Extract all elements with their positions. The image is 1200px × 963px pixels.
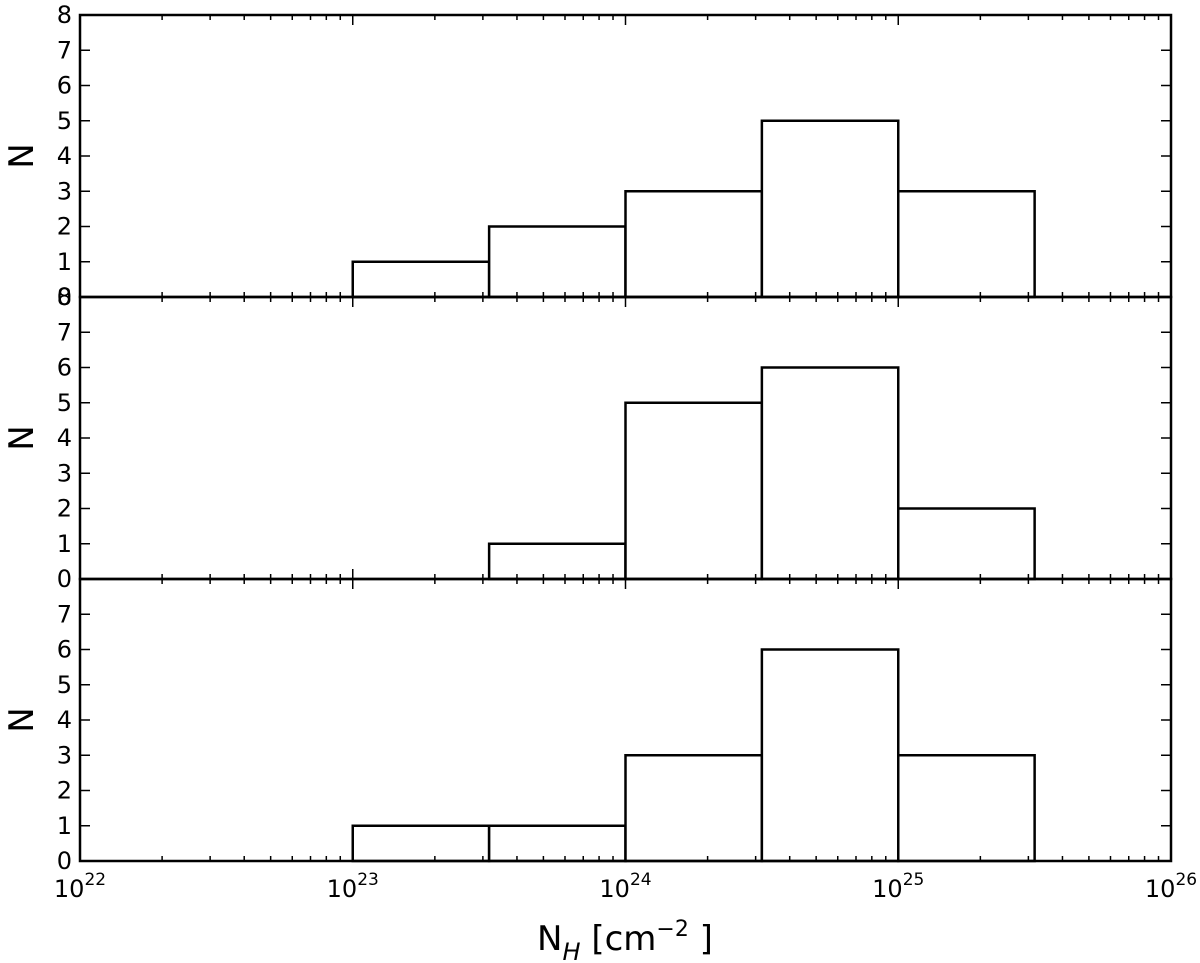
y-tick-label: 4 [57, 424, 72, 452]
x-tick-label: 1023 [327, 870, 379, 903]
y-tick-label: 3 [57, 741, 72, 769]
histogram-bar [487, 225, 627, 299]
y-axis-label: N [2, 425, 42, 450]
y-tick-label: 2 [57, 213, 72, 241]
y-axis-label: N [2, 707, 42, 732]
histogram-panel-3: 0 1 2 3 4 5 6 7 N [2, 577, 1173, 875]
y-tick-label: 5 [57, 671, 72, 699]
y-tick-label: 6 [57, 354, 72, 382]
histogram-bar [760, 366, 900, 581]
histogram-bar [624, 190, 764, 299]
histogram-bar [897, 754, 1036, 863]
histogram-panel-1: 0 1 2 3 4 5 6 7 8 N [2, 1, 1173, 311]
histogram-bar [487, 542, 627, 581]
y-axis-label: N [2, 143, 42, 168]
histogram-bar [897, 190, 1036, 299]
y-tick-label: 2 [57, 495, 72, 523]
x-tick-label: 1026 [1145, 870, 1197, 903]
x-axis-label: NH [cm−2 ] [537, 917, 713, 963]
y-tick-label: 3 [57, 459, 72, 487]
histogram-bar [487, 824, 627, 863]
y-tick-label: 0 [57, 847, 72, 875]
y-tick-label: 0 [57, 283, 72, 311]
histogram-bar [624, 754, 764, 863]
histogram-bar [351, 260, 491, 299]
y-tick-label: 4 [57, 142, 72, 170]
y-tick-label: 1 [57, 812, 72, 840]
y-tick-label: 6 [57, 636, 72, 664]
histogram-panel-2: 0 1 2 3 4 5 6 7 8 N [2, 283, 1173, 593]
y-tick-label: 7 [57, 600, 72, 628]
histogram-bar [760, 119, 900, 299]
histogram-bar [351, 824, 491, 863]
y-tick-label: 5 [57, 107, 72, 135]
y-tick-label: 7 [57, 36, 72, 64]
y-tick-label: 1 [57, 530, 72, 558]
histogram-bar [897, 507, 1036, 581]
y-tick-label: 3 [57, 177, 72, 205]
y-tick-label: 7 [57, 318, 72, 346]
x-tick-label: 1024 [599, 870, 651, 903]
y-tick-label: 8 [57, 283, 72, 311]
y-tick-label: 4 [57, 706, 72, 734]
histogram-bar [624, 401, 764, 581]
y-tick-label: 5 [57, 389, 72, 417]
y-tick-label: 0 [57, 565, 72, 593]
x-tick-label: 1022 [54, 870, 106, 903]
y-tick-label: 6 [57, 72, 72, 100]
y-tick-label: 2 [57, 777, 72, 805]
x-tick-label: 1025 [872, 870, 924, 903]
histogram-bar [760, 648, 900, 863]
y-tick-label: 1 [57, 248, 72, 276]
y-tick-label: 8 [57, 1, 72, 29]
